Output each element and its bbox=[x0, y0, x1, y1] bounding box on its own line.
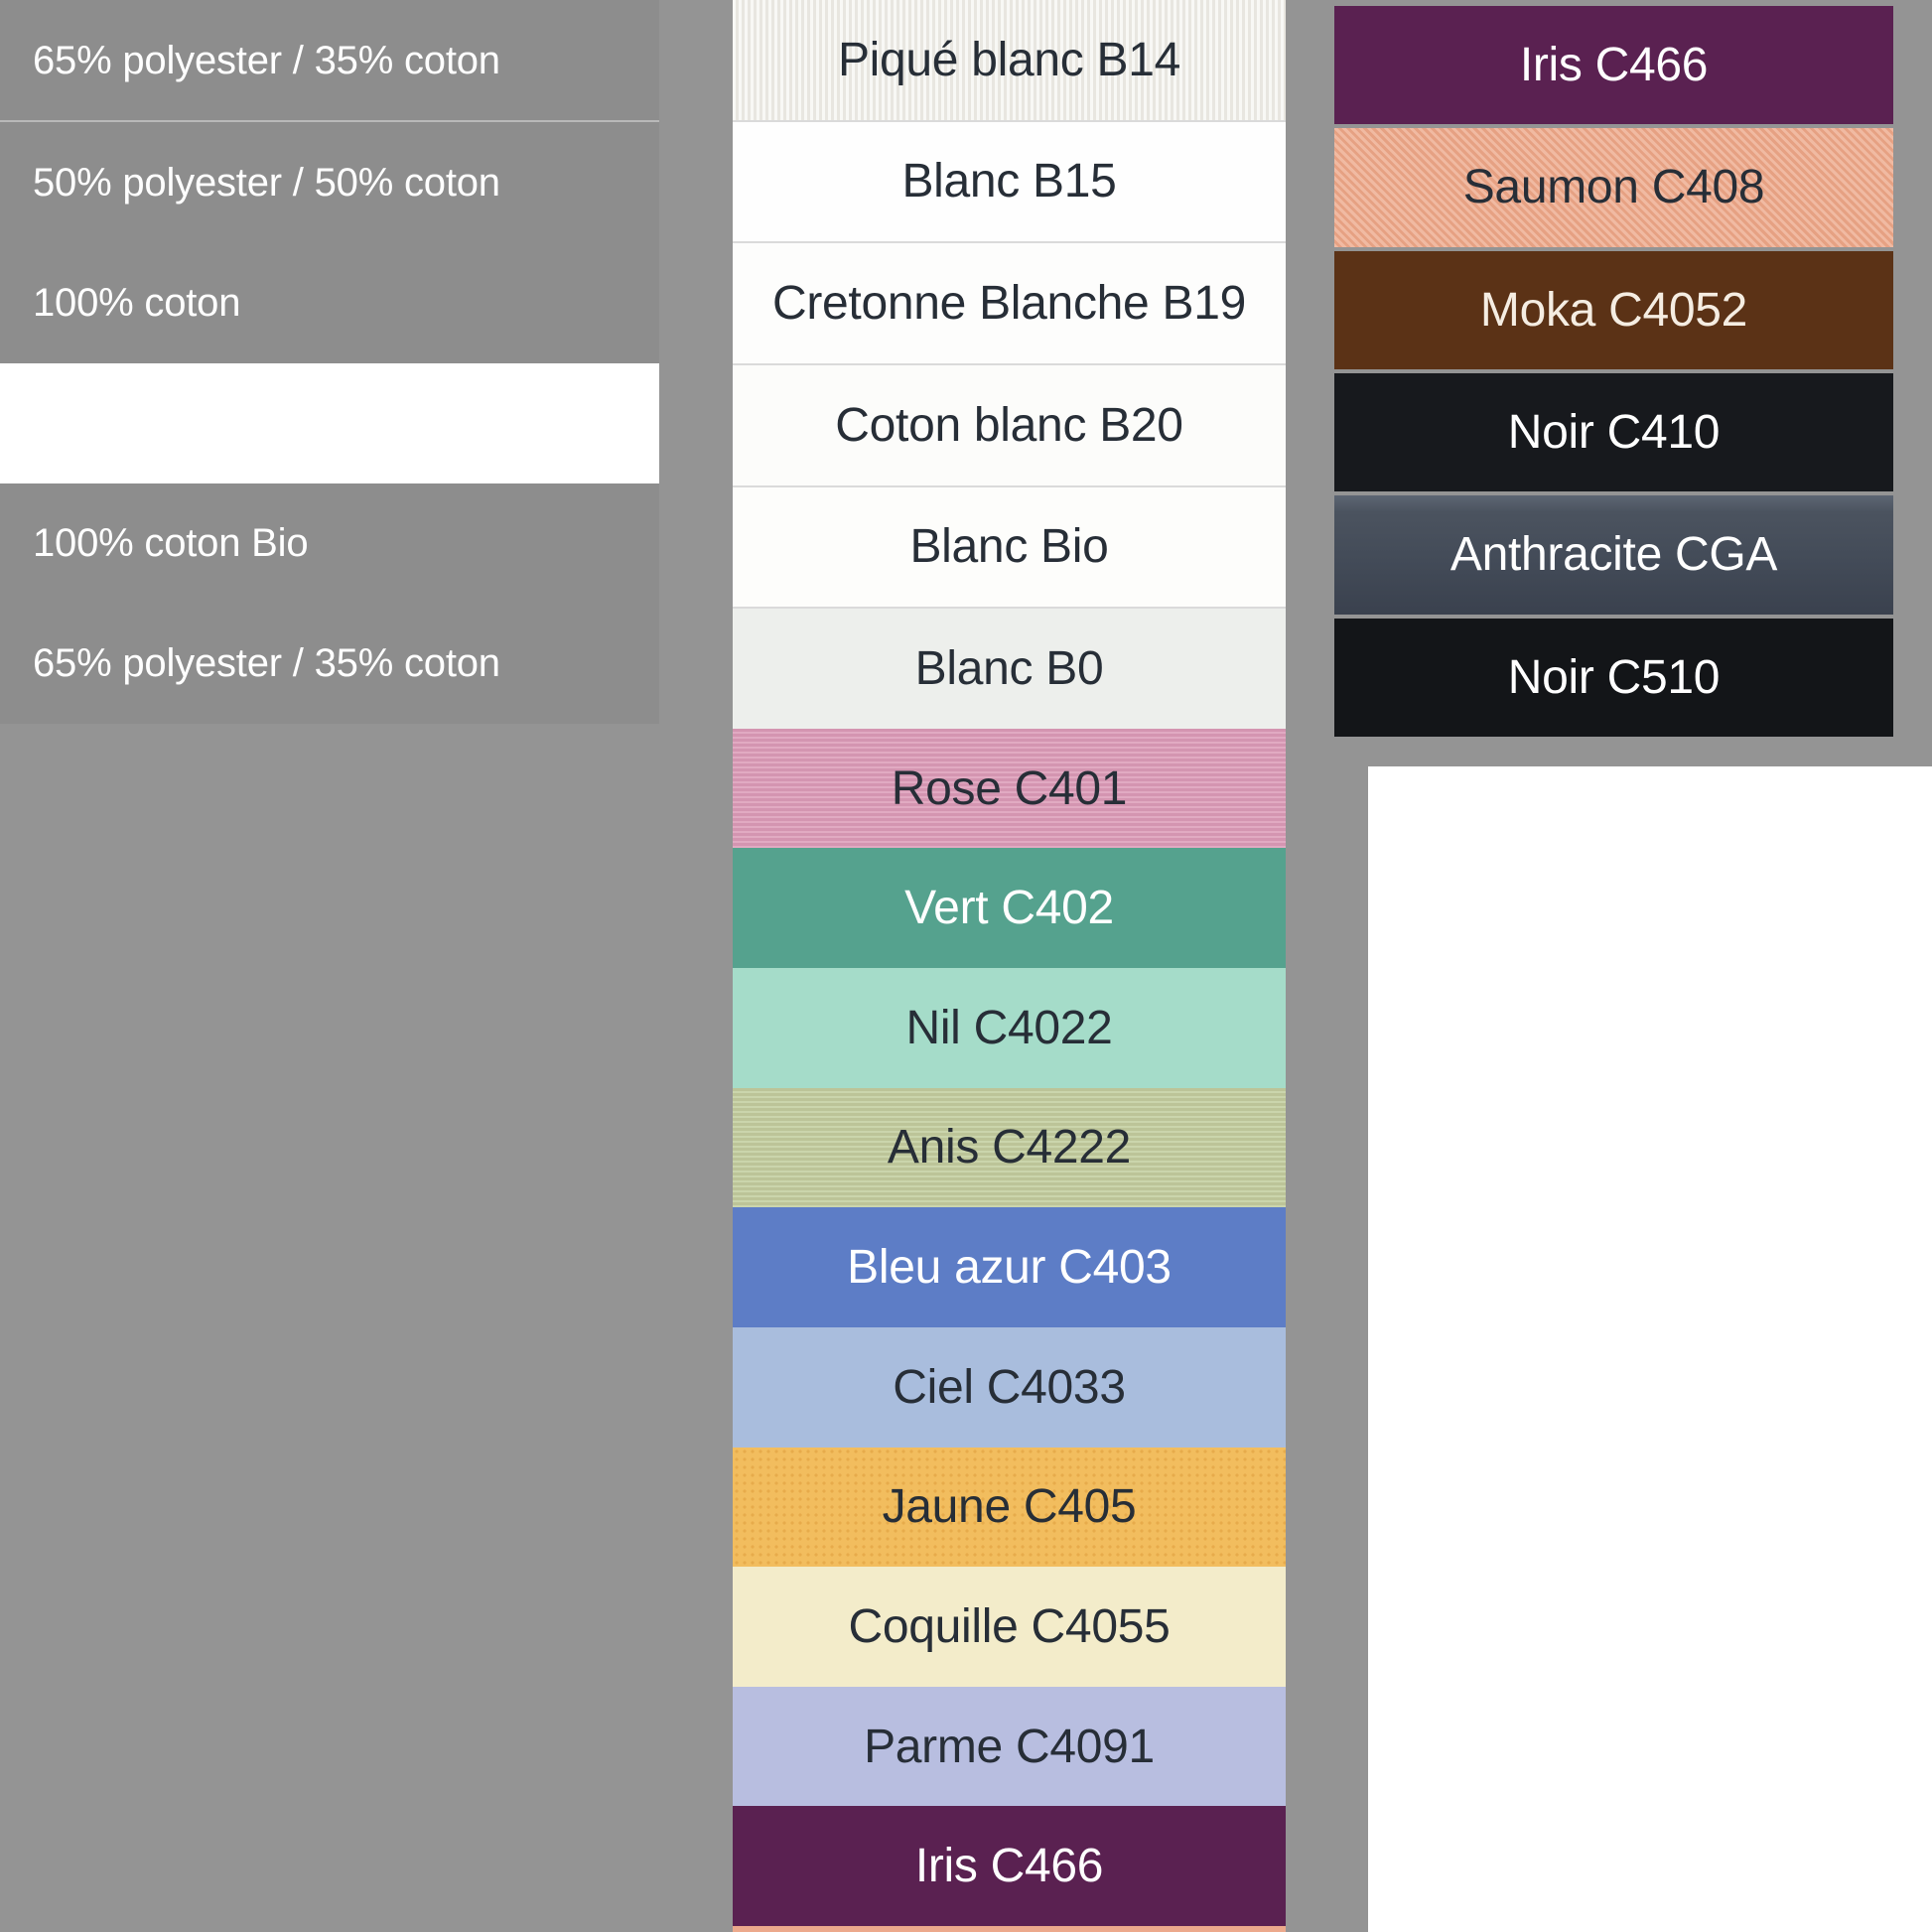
swatch-blanc-b0: Blanc B0 bbox=[733, 609, 1286, 729]
composition-label-row: 65% polyester / 35% coton bbox=[0, 604, 659, 724]
swatch-label: Iris C466 bbox=[914, 1840, 1104, 1893]
swatch-coton-blanc-b20: Coton blanc B20 bbox=[733, 364, 1286, 487]
swatch-noir-c410: Noir C410 bbox=[1334, 372, 1893, 492]
swatch-label: Rose C401 bbox=[891, 761, 1128, 815]
swatch-piqu-blanc-b14: Piqué blanc B14 bbox=[733, 0, 1286, 122]
swatch-anis-c4222: Anis C4222 bbox=[733, 1087, 1286, 1208]
swatch-iris-c466: Iris C466 bbox=[1334, 6, 1893, 125]
swatch-bleu-azur-c403: Bleu azur C403 bbox=[733, 1207, 1286, 1327]
swatch-label: Vert C402 bbox=[904, 882, 1114, 935]
composition-label: 50% polyester / 50% coton bbox=[33, 160, 500, 205]
composition-label: 65% polyester / 35% coton bbox=[33, 38, 500, 82]
swatch-anthracite-cga: Anthracite CGA bbox=[1334, 495, 1893, 615]
swatch-coquille-c4055: Coquille C4055 bbox=[733, 1567, 1286, 1687]
swatch-label: Saumon C408 bbox=[1462, 161, 1765, 214]
composition-label: 100% coton bbox=[33, 280, 241, 325]
swatch-label: Blanc Bio bbox=[909, 520, 1109, 574]
swatch-vert-c402: Vert C402 bbox=[733, 848, 1286, 968]
partial-next-swatch bbox=[733, 1926, 1286, 1932]
swatch-cretonne-blanche-b19: Cretonne Blanche B19 bbox=[733, 243, 1286, 365]
swatch-ciel-c4033: Ciel C4033 bbox=[733, 1326, 1286, 1448]
swatch-iris-c466: Iris C466 bbox=[733, 1806, 1286, 1926]
swatch-label: Blanc B0 bbox=[914, 641, 1104, 695]
swatch-label: Coquille C4055 bbox=[848, 1599, 1171, 1653]
swatch-parme-c4091: Parme C4091 bbox=[733, 1686, 1286, 1807]
swatch-noir-c510: Noir C510 bbox=[1334, 618, 1893, 737]
swatch-label: Iris C466 bbox=[1519, 39, 1709, 92]
swatch-label: Noir C510 bbox=[1507, 650, 1721, 704]
blank-area bbox=[1368, 766, 1932, 1932]
swatch-saumon-c408: Saumon C408 bbox=[1334, 128, 1893, 247]
composition-label-row: 100% coton Bio bbox=[0, 483, 659, 604]
swatch-jaune-c405: Jaune C405 bbox=[733, 1447, 1286, 1568]
swatch-label: Piqué blanc B14 bbox=[837, 33, 1181, 86]
composition-label: 100% coton Bio bbox=[33, 521, 309, 566]
composition-gap-row bbox=[0, 362, 659, 483]
swatch-moka-c4052: Moka C4052 bbox=[1334, 250, 1893, 369]
composition-panel: 65% polyester / 35% coton 50% polyester /… bbox=[0, 0, 659, 724]
swatch-label: Nil C4022 bbox=[905, 1001, 1113, 1054]
swatch-rose-c401: Rose C401 bbox=[733, 728, 1286, 849]
swatch-label: Coton blanc B20 bbox=[835, 398, 1183, 452]
swatch-label: Blanc B15 bbox=[901, 155, 1117, 208]
swatch-blanc-b15: Blanc B15 bbox=[733, 121, 1286, 244]
swatch-label: Ciel C4033 bbox=[893, 1360, 1126, 1414]
swatch-label: Moka C4052 bbox=[1479, 283, 1748, 337]
swatch-blanc-bio: Blanc Bio bbox=[733, 486, 1286, 610]
swatch-label: Cretonne Blanche B19 bbox=[771, 277, 1246, 331]
composition-label: 65% polyester / 35% coton bbox=[33, 641, 500, 686]
swatch-label: Anthracite CGA bbox=[1449, 528, 1778, 582]
swatch-label: Jaune C405 bbox=[882, 1480, 1137, 1534]
composition-label-row: 65% polyester / 35% coton bbox=[0, 0, 659, 123]
swatch-label: Noir C410 bbox=[1507, 406, 1721, 460]
swatch-label: Bleu azur C403 bbox=[847, 1241, 1172, 1295]
swatch-nil-c4022: Nil C4022 bbox=[733, 968, 1286, 1088]
swatch-label: Parme C4091 bbox=[864, 1720, 1155, 1773]
swatch-column-main: Piqué blanc B14 Blanc B15 Cretonne Blanche… bbox=[733, 0, 1286, 1932]
swatch-column-right: Iris C466 Saumon C408 Moka C4052 Noir C410 A… bbox=[1334, 6, 1893, 737]
composition-label-row: 100% coton bbox=[0, 242, 659, 362]
swatch-label: Anis C4222 bbox=[887, 1121, 1132, 1174]
composition-label-row: 50% polyester / 50% coton bbox=[0, 122, 659, 242]
